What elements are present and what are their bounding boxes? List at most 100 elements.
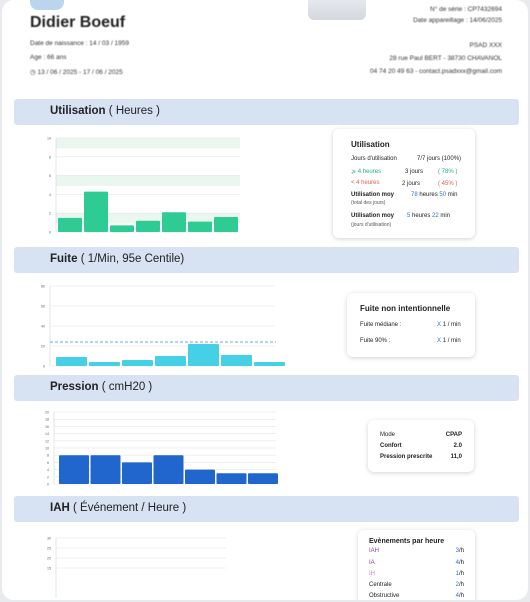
section-unit: ( cmH20 )	[101, 381, 153, 393]
confort-label: Confort	[380, 443, 402, 449]
over-4h-pct: ( 78% )	[438, 169, 458, 175]
y-tick-label: 80	[41, 285, 45, 289]
y-tick-label: 40	[41, 325, 45, 329]
patient-age: Age : 66 ans	[30, 54, 67, 61]
ih-row-label: IH	[369, 571, 375, 577]
section-fuite: Fuite ( 1/Min, 95e Centile)	[14, 247, 519, 273]
card-title: Evènements par heure	[369, 538, 445, 545]
patient-name: Didier Boeuf	[30, 14, 126, 31]
under-4h-days: 2 jours	[402, 181, 421, 187]
iah-row-label: IAH	[369, 548, 380, 554]
over-4h-days: 3 jours	[405, 169, 424, 175]
section-title: IAH	[50, 502, 70, 514]
grid-band	[56, 138, 240, 149]
avg-total-value: 78 heures 50 min	[411, 192, 458, 198]
utilisation-chart: 10 8 6 4 2 0	[47, 137, 240, 235]
bar	[254, 362, 285, 366]
ia-row-value: 4/h	[455, 560, 464, 566]
under-4h-label: < 4 heures	[351, 180, 380, 186]
y-tick-label: 12	[45, 439, 49, 443]
provider-name: PSAD XXX	[469, 42, 502, 49]
bar	[89, 362, 120, 366]
section-title: Fuite	[50, 253, 78, 265]
iah-summary-card: Evènements par heure IAH 3/h IA 4/h IH 1…	[358, 530, 475, 600]
y-tick-label: 2	[49, 212, 51, 216]
fuite-chart: 80 60 40 20 0	[41, 285, 285, 369]
card-title: Fuite non intentionnelle	[360, 304, 451, 313]
section-unit: ( 1/Min, 95e Centile)	[80, 253, 185, 265]
section-utilisation: Utilisation ( Heures )	[14, 99, 519, 125]
bar	[214, 216, 238, 232]
calendar-icon: ◷	[30, 69, 38, 76]
bar	[155, 356, 186, 366]
prescription-label: Pression prescrite	[380, 454, 433, 460]
avg-total-sub: (total des jours)	[351, 200, 386, 206]
section-unit: ( Événement / Heure )	[73, 502, 187, 514]
fuite-summary-card: Fuite non intentionnelle Fuite médiane :…	[347, 293, 475, 357]
y-tick-label: 6	[47, 461, 49, 465]
y-tick-label: 60	[41, 305, 45, 309]
y-tick-label: 0	[49, 231, 51, 235]
utilisation-summary-card: Utilisation Jours d'utilisation 7/7 jour…	[333, 129, 475, 238]
median-label: Fuite médiane :	[360, 322, 402, 328]
y-tick-label: 10	[45, 447, 49, 451]
y-tick-label: 20	[45, 411, 49, 415]
bar	[188, 221, 212, 232]
section-pression: Pression ( cmH20 )	[14, 375, 519, 401]
bar	[153, 455, 184, 484]
pression-summary-card: Mode CPAP Confort 2.0 Pression prescrite…	[368, 420, 474, 472]
confort-value: 2.0	[453, 443, 462, 449]
bar	[84, 191, 108, 232]
days-label: Jours d'utilisation	[351, 156, 397, 162]
provider-address: 28 rue Paul BERT - 38730 CHAVANOL	[389, 55, 502, 62]
p90-value: X 1 / min	[437, 338, 461, 344]
bar	[216, 473, 247, 484]
bar	[59, 455, 89, 484]
days-value: 7/7 jours (100%)	[417, 156, 462, 162]
bar	[110, 225, 134, 232]
y-tick-label: 8	[49, 155, 51, 159]
centrale-row-label: Centrale	[369, 582, 392, 588]
centrale-row-value: 2/h	[455, 582, 464, 588]
y-tick-label: 15	[47, 567, 51, 571]
iah-chart: 30 25 20 15	[47, 537, 226, 598]
serial-number: N° de série : CP7432694	[430, 6, 502, 13]
section-title: Utilisation	[50, 105, 106, 117]
y-tick-label: 8	[47, 454, 49, 458]
y-tick-label: 18	[45, 418, 49, 422]
bar	[136, 220, 160, 232]
y-tick-label: 30	[47, 537, 51, 541]
bar	[122, 360, 153, 366]
bar	[90, 455, 121, 484]
avg-use-label: Utilisation moy	[351, 213, 395, 219]
section-title: Pression	[50, 381, 99, 393]
birth-date: Date de naissance : 14 / 03 / 1959	[30, 40, 130, 47]
iah-row-value: 3/h	[455, 548, 464, 554]
device-date: Date appareillage : 14/06/2025	[413, 17, 502, 24]
bar	[188, 344, 219, 366]
y-tick-label: 20	[41, 345, 45, 349]
p90-label: Fuite 90% :	[360, 338, 391, 344]
section-unit: ( Heures )	[108, 105, 160, 117]
device-image	[308, 0, 366, 20]
ia-row-label: IA	[369, 560, 375, 566]
avg-use-sub: (jours d'utilisation)	[351, 222, 392, 228]
bar	[122, 462, 152, 484]
y-tick-label: 4	[49, 193, 51, 197]
prescription-value: 11,0	[450, 454, 462, 460]
bar	[248, 473, 278, 484]
ih-row-value: 1/h	[455, 571, 464, 577]
bar	[56, 357, 87, 366]
y-tick-label: 25	[47, 547, 51, 551]
grid-band	[56, 213, 240, 224]
y-tick-label: 0	[47, 483, 49, 487]
y-tick-label: 20	[47, 557, 51, 561]
grid-band	[56, 175, 240, 186]
mode-label: Mode	[380, 432, 396, 438]
report-period: ◷ 13 / 06 / 2025 - 17 / 06 / 2025	[30, 69, 123, 76]
avg-total-label: Utilisation moy	[351, 192, 395, 198]
provider-contact: 04 74 20 49 63 - contact.psadxxx@gmail.c…	[370, 68, 502, 75]
mode-value: CPAP	[445, 432, 462, 438]
over-4h-label: ⩾ 4 heures	[351, 169, 382, 175]
